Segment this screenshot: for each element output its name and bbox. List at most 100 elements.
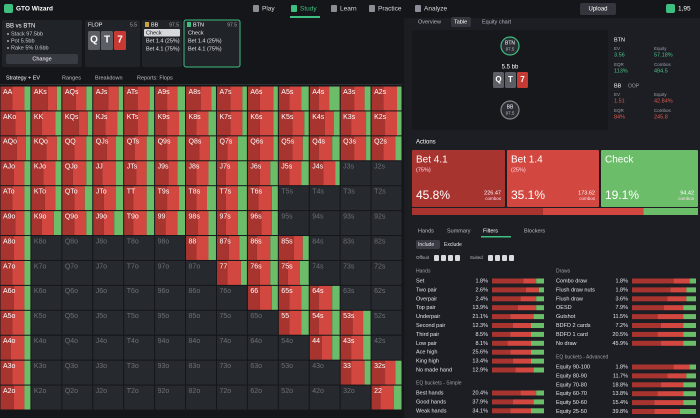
hand-cell-segment[interactable]	[155, 186, 168, 211]
hand-cell-segment[interactable]	[31, 86, 48, 111]
hand-cell-segment[interactable]	[289, 310, 302, 335]
hand-cell-segment[interactable]	[371, 385, 381, 410]
hand-cell-segment[interactable]	[93, 186, 104, 211]
hand-cell-segment[interactable]	[278, 161, 290, 186]
hand-cell-segment[interactable]	[208, 236, 216, 260]
hand-cell-segment[interactable]	[278, 111, 293, 136]
filter-label[interactable]: Overpair	[416, 296, 437, 302]
hand-cell-segment[interactable]	[124, 186, 134, 211]
hand-cell-segment[interactable]	[309, 161, 324, 186]
hand-cell-segment[interactable]	[333, 111, 340, 136]
hand-cell-segment[interactable]	[74, 211, 87, 236]
filter-label[interactable]: No draw	[556, 341, 577, 347]
filter-label[interactable]: Equity 80-90	[556, 373, 587, 379]
hand-cell-segment[interactable]	[74, 136, 87, 161]
hand-cell-segment[interactable]	[13, 161, 25, 186]
mode-label[interactable]: Exclude	[444, 242, 462, 248]
hand-cell-segment[interactable]	[239, 236, 247, 260]
right-tab[interactable]: Overview	[418, 19, 441, 25]
filter-label[interactable]: Flush draw nuts	[556, 287, 595, 293]
suit-filter[interactable]	[434, 255, 439, 261]
hand-cell-segment[interactable]	[340, 136, 355, 161]
hand-cell-segment[interactable]	[247, 285, 260, 310]
hand-cell-segment[interactable]	[196, 236, 209, 260]
hand-cell-segment[interactable]	[168, 161, 178, 186]
hand-cell-segment[interactable]	[167, 186, 180, 211]
hand-cell-segment[interactable]	[271, 186, 278, 211]
hand-cell-segment[interactable]	[278, 86, 290, 111]
hand-cell-segment[interactable]	[55, 111, 62, 136]
hand-cell-segment[interactable]	[209, 136, 216, 161]
hand-cell-segment[interactable]	[13, 385, 25, 410]
hand-cell-segment[interactable]	[133, 211, 147, 236]
hand-cell-segment[interactable]	[340, 335, 352, 360]
mode-label[interactable]: Include	[418, 242, 434, 248]
hand-cell-segment[interactable]	[247, 86, 260, 111]
hand-cell-segment[interactable]	[351, 111, 367, 136]
hand-cell-segment[interactable]	[240, 260, 247, 285]
hand-cell-segment[interactable]	[24, 161, 31, 186]
hand-cell-segment[interactable]	[186, 86, 201, 111]
hand-cell-segment[interactable]	[93, 86, 109, 111]
hand-cell-segment[interactable]	[208, 111, 216, 136]
mode-button[interactable]	[416, 240, 440, 249]
toolbar-item[interactable]: Reports: Flops	[137, 75, 173, 81]
action-option[interactable]	[186, 37, 238, 45]
hand-cell-segment[interactable]	[24, 360, 31, 385]
hand-cell-segment[interactable]	[371, 136, 384, 161]
hand-cell-segment[interactable]	[56, 136, 62, 161]
hand-cell-segment[interactable]	[354, 136, 367, 161]
hand-cell-segment[interactable]	[0, 385, 14, 410]
filter-label[interactable]: Best hands	[416, 390, 444, 396]
toolbar-item[interactable]: Breakdown	[95, 75, 123, 81]
hand-cell-segment[interactable]	[24, 335, 31, 360]
hand-cell-segment[interactable]	[13, 285, 25, 310]
hand-cell-segment[interactable]	[309, 335, 322, 360]
hand-cell-segment[interactable]	[385, 111, 398, 136]
hand-cell-segment[interactable]	[177, 211, 186, 236]
hand-cell-segment[interactable]	[165, 211, 178, 236]
hand-cell-segment[interactable]	[78, 111, 88, 136]
hand-cell-segment[interactable]	[302, 136, 309, 161]
hand-cell-segment[interactable]	[278, 285, 290, 310]
hand-cell-segment[interactable]	[363, 310, 371, 335]
hand-cell-segment[interactable]	[25, 136, 31, 161]
hand-cell-segment[interactable]	[31, 136, 47, 161]
hand-cell-segment[interactable]	[93, 161, 103, 186]
filter-label[interactable]: Equity 60-70	[556, 391, 587, 397]
hand-cell-segment[interactable]	[323, 161, 336, 186]
nav-item[interactable]: Learn	[340, 6, 357, 13]
hand-cell-segment[interactable]	[118, 86, 124, 111]
hand-cell-segment[interactable]	[259, 136, 274, 161]
hand-cell-segment[interactable]	[318, 310, 333, 335]
hand-cell-segment[interactable]	[146, 186, 155, 211]
hand-cell-segment[interactable]	[186, 211, 199, 236]
hand-cell-segment[interactable]	[0, 211, 16, 236]
hand-cell-segment[interactable]	[43, 161, 56, 186]
toolbar-item[interactable]: Strategy + EV	[6, 75, 40, 81]
hand-cell-segment[interactable]	[198, 211, 209, 236]
hand-cell-segment[interactable]	[225, 186, 238, 211]
hand-cell-segment[interactable]	[228, 236, 240, 260]
nav-item[interactable]: Play	[262, 6, 275, 13]
hand-cell-segment[interactable]	[0, 161, 14, 186]
hand-cell-segment[interactable]	[256, 236, 271, 260]
hand-cell-segment[interactable]	[216, 211, 226, 236]
hand-cell-segment[interactable]	[114, 211, 124, 236]
hand-cell-segment[interactable]	[124, 211, 134, 236]
hand-cell-segment[interactable]	[366, 136, 371, 161]
hand-cell-segment[interactable]	[247, 111, 260, 136]
filter-label[interactable]: Ace high	[416, 350, 437, 356]
hand-cell-segment[interactable]	[258, 186, 272, 211]
hand-cell-segment[interactable]	[371, 86, 384, 111]
hand-cell-segment[interactable]	[216, 186, 226, 211]
hand-cell-segment[interactable]	[72, 161, 87, 186]
filter-label[interactable]: Second pair	[416, 323, 446, 329]
hand-cell-segment[interactable]	[93, 111, 106, 136]
hand-cell-segment[interactable]	[242, 86, 247, 111]
nav-item[interactable]: Study	[300, 6, 317, 13]
suit-filter[interactable]	[495, 255, 500, 261]
hand-cell-segment[interactable]	[24, 236, 31, 260]
hand-cell-segment[interactable]	[12, 86, 25, 111]
hand-cell-segment[interactable]	[62, 136, 75, 161]
